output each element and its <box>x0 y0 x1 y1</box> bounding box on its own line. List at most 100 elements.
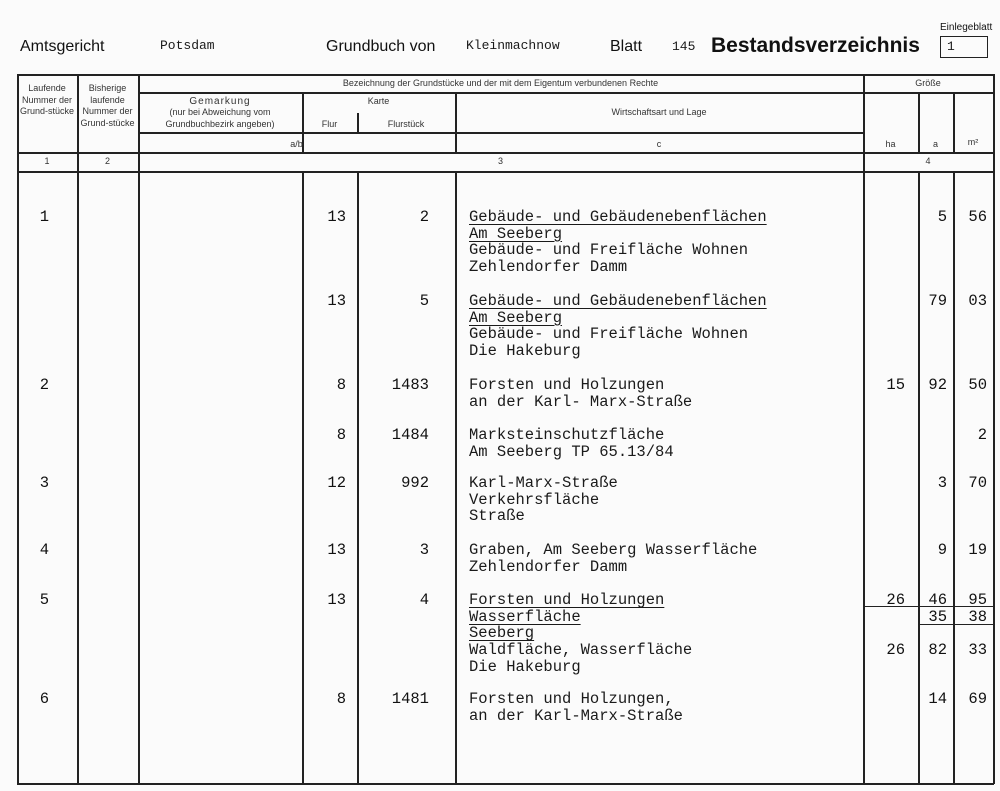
insert-label: Einlegeblatt <box>940 22 993 33</box>
table-rule <box>357 171 359 783</box>
col-header-m2: m² <box>967 137 979 147</box>
description-line: Straße <box>469 507 525 526</box>
size-m2: 03 <box>968 292 987 310</box>
size-m2: 95 <box>968 591 987 609</box>
entry-number: 6 <box>39 690 49 708</box>
size-a: 79 <box>928 292 947 310</box>
sheet-value: 145 <box>672 39 696 54</box>
size-a: 9 <box>937 541 947 559</box>
size-ha: 15 <box>886 376 905 394</box>
page-title: Bestandsverzeichnis <box>711 34 920 57</box>
table-rule <box>993 74 995 784</box>
description-line: Forsten und Holzungen <box>469 591 665 609</box>
flur: 8 <box>336 376 346 394</box>
court-label: Amtsgericht <box>20 38 105 55</box>
entry-number: 2 <box>39 376 49 394</box>
table-rule <box>863 74 865 784</box>
size-ha: 26 <box>886 591 905 609</box>
description-line: Zehlendorfer Damm <box>469 258 628 277</box>
size-m2: 38 <box>968 607 987 626</box>
col-header-flur: Flur <box>321 119 338 129</box>
description-line: Forsten und Holzungen <box>469 376 665 394</box>
size-a: 46 <box>928 591 947 609</box>
table-rule <box>138 132 863 134</box>
table-rule <box>77 74 79 784</box>
col-number-2: 2 <box>104 156 110 166</box>
size-a: 5 <box>937 208 947 226</box>
col-header-ha: ha <box>885 139 896 149</box>
flur: 8 <box>336 690 346 708</box>
register-label: Grundbuch von <box>326 38 436 55</box>
table-rule <box>17 783 994 785</box>
col-number-3: 3 <box>497 156 503 166</box>
flurstueck: 4 <box>419 591 429 609</box>
table-rule <box>302 171 304 783</box>
col-header-groesse: Größe <box>915 78 941 88</box>
entry-number: 1 <box>39 208 49 226</box>
col-label-ab: a/b <box>290 139 303 149</box>
table-rule <box>953 92 955 152</box>
size-m2: 56 <box>968 208 987 226</box>
table-rule <box>918 171 920 783</box>
col-header-gemarkung: Gemarkung <box>189 96 251 107</box>
flur: 8 <box>336 426 346 444</box>
col-number-4: 4 <box>925 156 931 166</box>
description-line: an der Karl- Marx-Straße <box>469 392 693 411</box>
table-rule <box>17 171 994 173</box>
flur: 13 <box>327 541 346 559</box>
description-line: Wasserfläche <box>469 607 581 626</box>
description-line: Am Seeberg <box>469 308 563 327</box>
table-rule <box>863 606 993 607</box>
flurstueck: 2 <box>419 208 429 226</box>
sheet-label: Blatt <box>610 38 643 55</box>
table-rule <box>302 92 304 152</box>
col-label-c: c <box>656 139 662 149</box>
entry-number: 5 <box>39 591 49 609</box>
col-header-prev: Bisherige laufende Nummer der Grund-stüc… <box>80 83 135 128</box>
table-rule <box>455 92 457 152</box>
size-m2: 2 <box>977 426 987 444</box>
flurstueck: 1481 <box>391 690 429 708</box>
description-line: Gebäude- und Gebäudenebenflächen <box>469 208 767 226</box>
size-a: 14 <box>928 690 947 708</box>
description-line: Gebäude- und Freifläche Wohnen <box>469 325 749 344</box>
table-rule <box>953 171 955 783</box>
description-line: Am Seeberg TP 65.13/84 <box>469 442 674 461</box>
description-line: Seeberg <box>469 624 535 643</box>
col-header-a: a <box>932 139 938 149</box>
size-a: 3 <box>937 474 947 492</box>
size-a: 92 <box>928 376 947 394</box>
description-line: Gebäude- und Freifläche Wohnen <box>469 241 749 260</box>
description-line: Graben, Am Seeberg Wasserfläche <box>469 541 758 559</box>
size-m2: 69 <box>968 690 987 708</box>
size-m2: 33 <box>968 641 987 660</box>
register-value: Kleinmachnow <box>466 38 560 53</box>
flur: 13 <box>327 591 346 609</box>
size-m2: 19 <box>968 541 987 559</box>
description-line: Am Seeberg <box>469 224 563 243</box>
description-line: Die Hakeburg <box>469 342 581 361</box>
description-line: Karl-Marx-Straße <box>469 474 618 492</box>
description-line: Die Hakeburg <box>469 657 581 676</box>
flur: 12 <box>327 474 346 492</box>
table-rule <box>138 92 994 94</box>
table-rule <box>918 92 920 152</box>
table-rule <box>138 74 140 784</box>
size-a: 82 <box>928 641 947 660</box>
size-m2: 50 <box>968 376 987 394</box>
col-header-flurstueck: Flurstück <box>387 119 425 129</box>
size-ha: 26 <box>886 641 905 660</box>
table-rule <box>918 624 993 625</box>
table-rule <box>357 113 359 132</box>
court-value: Potsdam <box>160 38 215 53</box>
entry-number: 3 <box>39 474 49 492</box>
flurstueck: 992 <box>401 474 429 492</box>
flur: 13 <box>327 292 346 310</box>
table-rule <box>455 171 457 783</box>
description-line: Verkehrsfläche <box>469 490 600 509</box>
col-header-bez: Bezeichnung der Grundstücke und der mit … <box>342 78 659 88</box>
description-line: Zehlendorfer Damm <box>469 557 628 576</box>
description-line: Marksteinschutzfläche <box>469 426 665 444</box>
flurstueck: 3 <box>419 541 429 559</box>
size-a: 35 <box>928 607 947 626</box>
